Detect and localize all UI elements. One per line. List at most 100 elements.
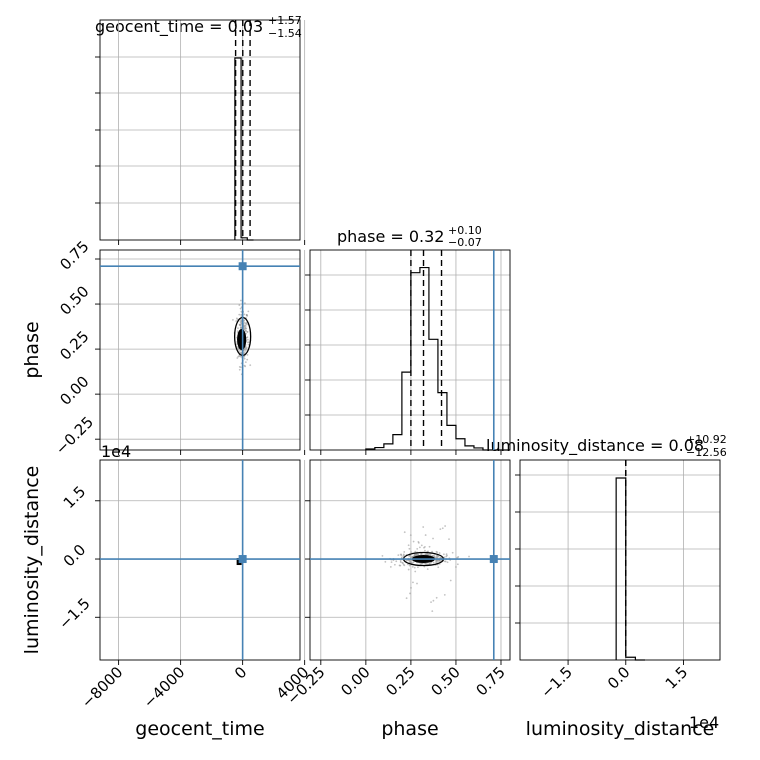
sample-point (417, 540, 420, 543)
sample-point (418, 546, 421, 549)
ylabel-phase: phase (21, 321, 43, 378)
sample-point (243, 321, 246, 324)
sample-point (427, 550, 429, 553)
sample-point (247, 343, 250, 346)
sample-point (245, 327, 248, 330)
sample-point (243, 327, 246, 330)
sample-point (410, 561, 413, 564)
sample-point (243, 302, 246, 305)
sample-point (237, 327, 239, 330)
y-tick-label: 0.50 (56, 282, 92, 318)
sample-point (430, 601, 432, 604)
sample-point (439, 528, 442, 531)
sample-point (399, 553, 402, 556)
sample-point (236, 357, 239, 359)
sample-point (413, 566, 416, 569)
sample-point (412, 540, 415, 543)
sample-point (407, 568, 410, 571)
sample-point (239, 320, 242, 323)
sample-point (425, 553, 428, 555)
sample-point (395, 560, 398, 563)
sample-point (408, 564, 411, 567)
sample-point (432, 599, 435, 602)
panel-geocent-time-hist (95, 19, 306, 245)
sample-point (414, 550, 417, 553)
y-tick-label: 0.00 (56, 372, 92, 408)
title-luminosity-distance-sub: −12.56 (686, 446, 727, 459)
sample-point (384, 560, 387, 563)
sample-point (415, 553, 417, 556)
truth-marker (489, 555, 498, 564)
title-luminosity-distance: luminosity_distance = 0.08 (486, 436, 704, 456)
sample-point (407, 544, 410, 547)
sample-point (393, 563, 396, 566)
histogram-phase (365, 266, 510, 451)
sample-point (424, 534, 427, 536)
sample-point (408, 555, 411, 557)
sample-point (456, 563, 459, 566)
sample-point (236, 330, 239, 333)
sample-point (245, 330, 247, 332)
sample-point (456, 556, 459, 559)
x-tick-label: 0.25 (382, 663, 418, 699)
truth-marker (238, 262, 247, 271)
sample-point (411, 565, 414, 568)
x-tick-label: −1.5 (537, 663, 575, 701)
sample-point (426, 553, 429, 555)
sample-point (405, 597, 408, 600)
sample-point (438, 552, 441, 554)
sample-point (445, 555, 448, 558)
title-phase-sup: +0.10 (448, 224, 482, 237)
y-tick-label: 1.5 (60, 482, 90, 512)
sample-point (448, 538, 450, 541)
sample-point (402, 562, 404, 565)
truth-marker (238, 555, 247, 564)
panel-luminosity-distance-hist: −1.5 0.0 1.5 (515, 459, 721, 702)
sample-point (389, 566, 392, 568)
sample-point (244, 361, 247, 363)
sample-point (441, 527, 444, 530)
sample-point (403, 564, 406, 567)
sample-point (240, 326, 242, 329)
sample-point (426, 568, 429, 570)
sample-point (409, 534, 412, 537)
panel-phase-hist (305, 249, 511, 455)
panel-luminosity-distance-vs-geocent-time: −1.50.01.5−8000 −4000 0 4000 (55, 459, 312, 712)
sample-point (244, 365, 247, 368)
x-tick-label: 0 (231, 663, 250, 682)
sample-point (443, 560, 446, 563)
sample-point (239, 351, 242, 354)
sample-point (428, 545, 431, 548)
sample-point (432, 561, 435, 564)
sample-point (410, 586, 412, 589)
sample-point (443, 593, 446, 596)
x-tick-label: 0.0 (604, 663, 634, 693)
sample-point (432, 537, 434, 540)
x-tick-label: 0.00 (337, 663, 373, 699)
y-tick-label: 0.25 (56, 327, 92, 363)
sample-point (417, 553, 419, 556)
title-geocent-time: geocent_time = 0.03 (95, 17, 263, 37)
sample-point (240, 310, 243, 313)
sample-point (397, 554, 400, 556)
y-offset-label-luminosity-distance: 1e4 (101, 442, 131, 461)
x-offset-label-luminosity-distance: 1e4 (689, 713, 719, 732)
sample-point (243, 319, 246, 322)
sample-point (414, 570, 417, 573)
sample-point (238, 313, 241, 316)
sample-point (417, 566, 419, 569)
ylabel-luminosity-distance: luminosity_distance (21, 466, 43, 655)
sample-point (419, 563, 422, 566)
sample-point (420, 544, 423, 547)
sample-point (237, 355, 240, 358)
sample-point (246, 341, 249, 344)
sample-point (398, 564, 401, 567)
y-tick-label: 0.75 (56, 237, 92, 273)
sample-point (409, 592, 411, 595)
sample-point (249, 364, 252, 367)
x-tick-label: 1.5 (662, 663, 692, 693)
x-tick-label: 0.50 (427, 663, 463, 699)
sample-point (403, 531, 406, 534)
histogram-luminosity-distance (615, 477, 645, 661)
